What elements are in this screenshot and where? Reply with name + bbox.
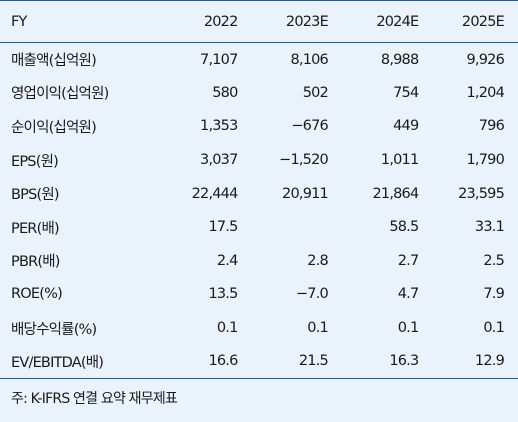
table-row: BPS(원) 22,444 20,911 21,864 23,595 [0,177,518,211]
cell-value: 17.5 [208,219,238,236]
row-label: PBR(배) [11,254,60,271]
table-row: 영업이익(십억원) 580 502 754 1,204 [0,76,518,110]
row-label: 배당수익률(%) [11,321,97,338]
row-label: 영업이익(십억원) [11,86,109,103]
table-row: ROE(%) 13.5 −7.0 4.7 7.9 [0,278,518,312]
cell-value: −7.0 [295,286,329,303]
cell-value [243,210,333,244]
cell-value: 20,911 [282,185,329,202]
cell-value: 0.1 [483,320,504,337]
header-2022: 2022 [154,0,243,43]
header-2023e: 2023E [242,0,333,43]
cell-value: 33.1 [474,219,505,236]
cell-value: 2.5 [483,252,504,269]
table-row: EV/EBITDA(배) 16.6 21.5 16.3 12.9 [0,344,518,379]
row-label: ROE(%) [11,286,63,303]
table-row: 순이익(십억원) 1,353 −676 449 796 [0,110,518,144]
cell-value: 2.4 [216,252,238,269]
cell-value: 449 [393,118,419,135]
cell-value: 3,037 [200,152,238,169]
footnote: 주: K-IFRS 연결 요약 재무제표 [11,391,178,407]
cell-value: 16.6 [154,344,243,379]
table-row: EPS(원) 3,037 −1,520 1,011 1,790 [0,143,518,177]
header-2024e: 2024E [332,0,424,43]
row-label: EPS(원) [11,153,59,170]
cell-value: 796 [478,118,505,135]
cell-value: 58.5 [389,219,419,236]
cell-value: 12.9 [423,344,518,379]
cell-value: 4.7 [397,286,419,303]
cell-value: 7.9 [483,286,504,303]
table-row: 매출액(십억원) 7,107 8,106 8,988 9,926 [0,43,518,77]
cell-value: 21.5 [242,344,333,379]
cell-value: 754 [393,84,419,101]
cell-value: 2.8 [307,252,328,269]
cell-value: 22,444 [191,185,239,202]
cell-value: 1,011 [380,152,419,169]
row-label: EV/EBITDA(배) [0,344,155,379]
cell-value: 7,107 [200,51,238,68]
cell-value: 16.3 [332,344,424,379]
cell-value: 0.1 [307,320,328,337]
table-row: PER(배) 17.5 58.5 33.1 [0,210,518,244]
cell-value: 8,106 [290,51,328,68]
table-row: PBR(배) 2.4 2.8 2.7 2.5 [0,244,518,278]
cell-value: 502 [302,84,329,101]
financial-table: FY 2022 2023E 2024E 2025E 매출액(십억원) 7,107… [0,0,518,379]
header-2025e: 2025E [423,0,518,43]
cell-value: 21,864 [372,185,419,202]
table-row: 배당수익률(%) 0.1 0.1 0.1 0.1 [0,311,518,345]
cell-value: −1,520 [279,152,329,169]
cell-value: 0.1 [397,320,419,337]
cell-value: 8,988 [380,51,419,68]
cell-value: 23,595 [458,185,505,202]
row-label: BPS(원) [11,187,60,204]
cell-value: 9,926 [466,51,504,68]
cell-value: 13.5 [208,286,238,303]
header-fy: FY [0,0,155,43]
cell-value: 580 [212,84,238,101]
cell-value: 1,790 [466,152,504,169]
row-label: 매출액(십억원) [11,53,97,70]
cell-value: −676 [291,118,328,135]
header-row: FY 2022 2023E 2024E 2025E [0,0,518,43]
cell-value: 2.7 [397,252,419,269]
row-label: 순이익(십억원) [11,119,97,136]
cell-value: 1,204 [466,84,504,101]
row-label: PER(배) [11,220,60,237]
cell-value: 0.1 [216,320,238,337]
cell-value: 1,353 [200,118,238,135]
